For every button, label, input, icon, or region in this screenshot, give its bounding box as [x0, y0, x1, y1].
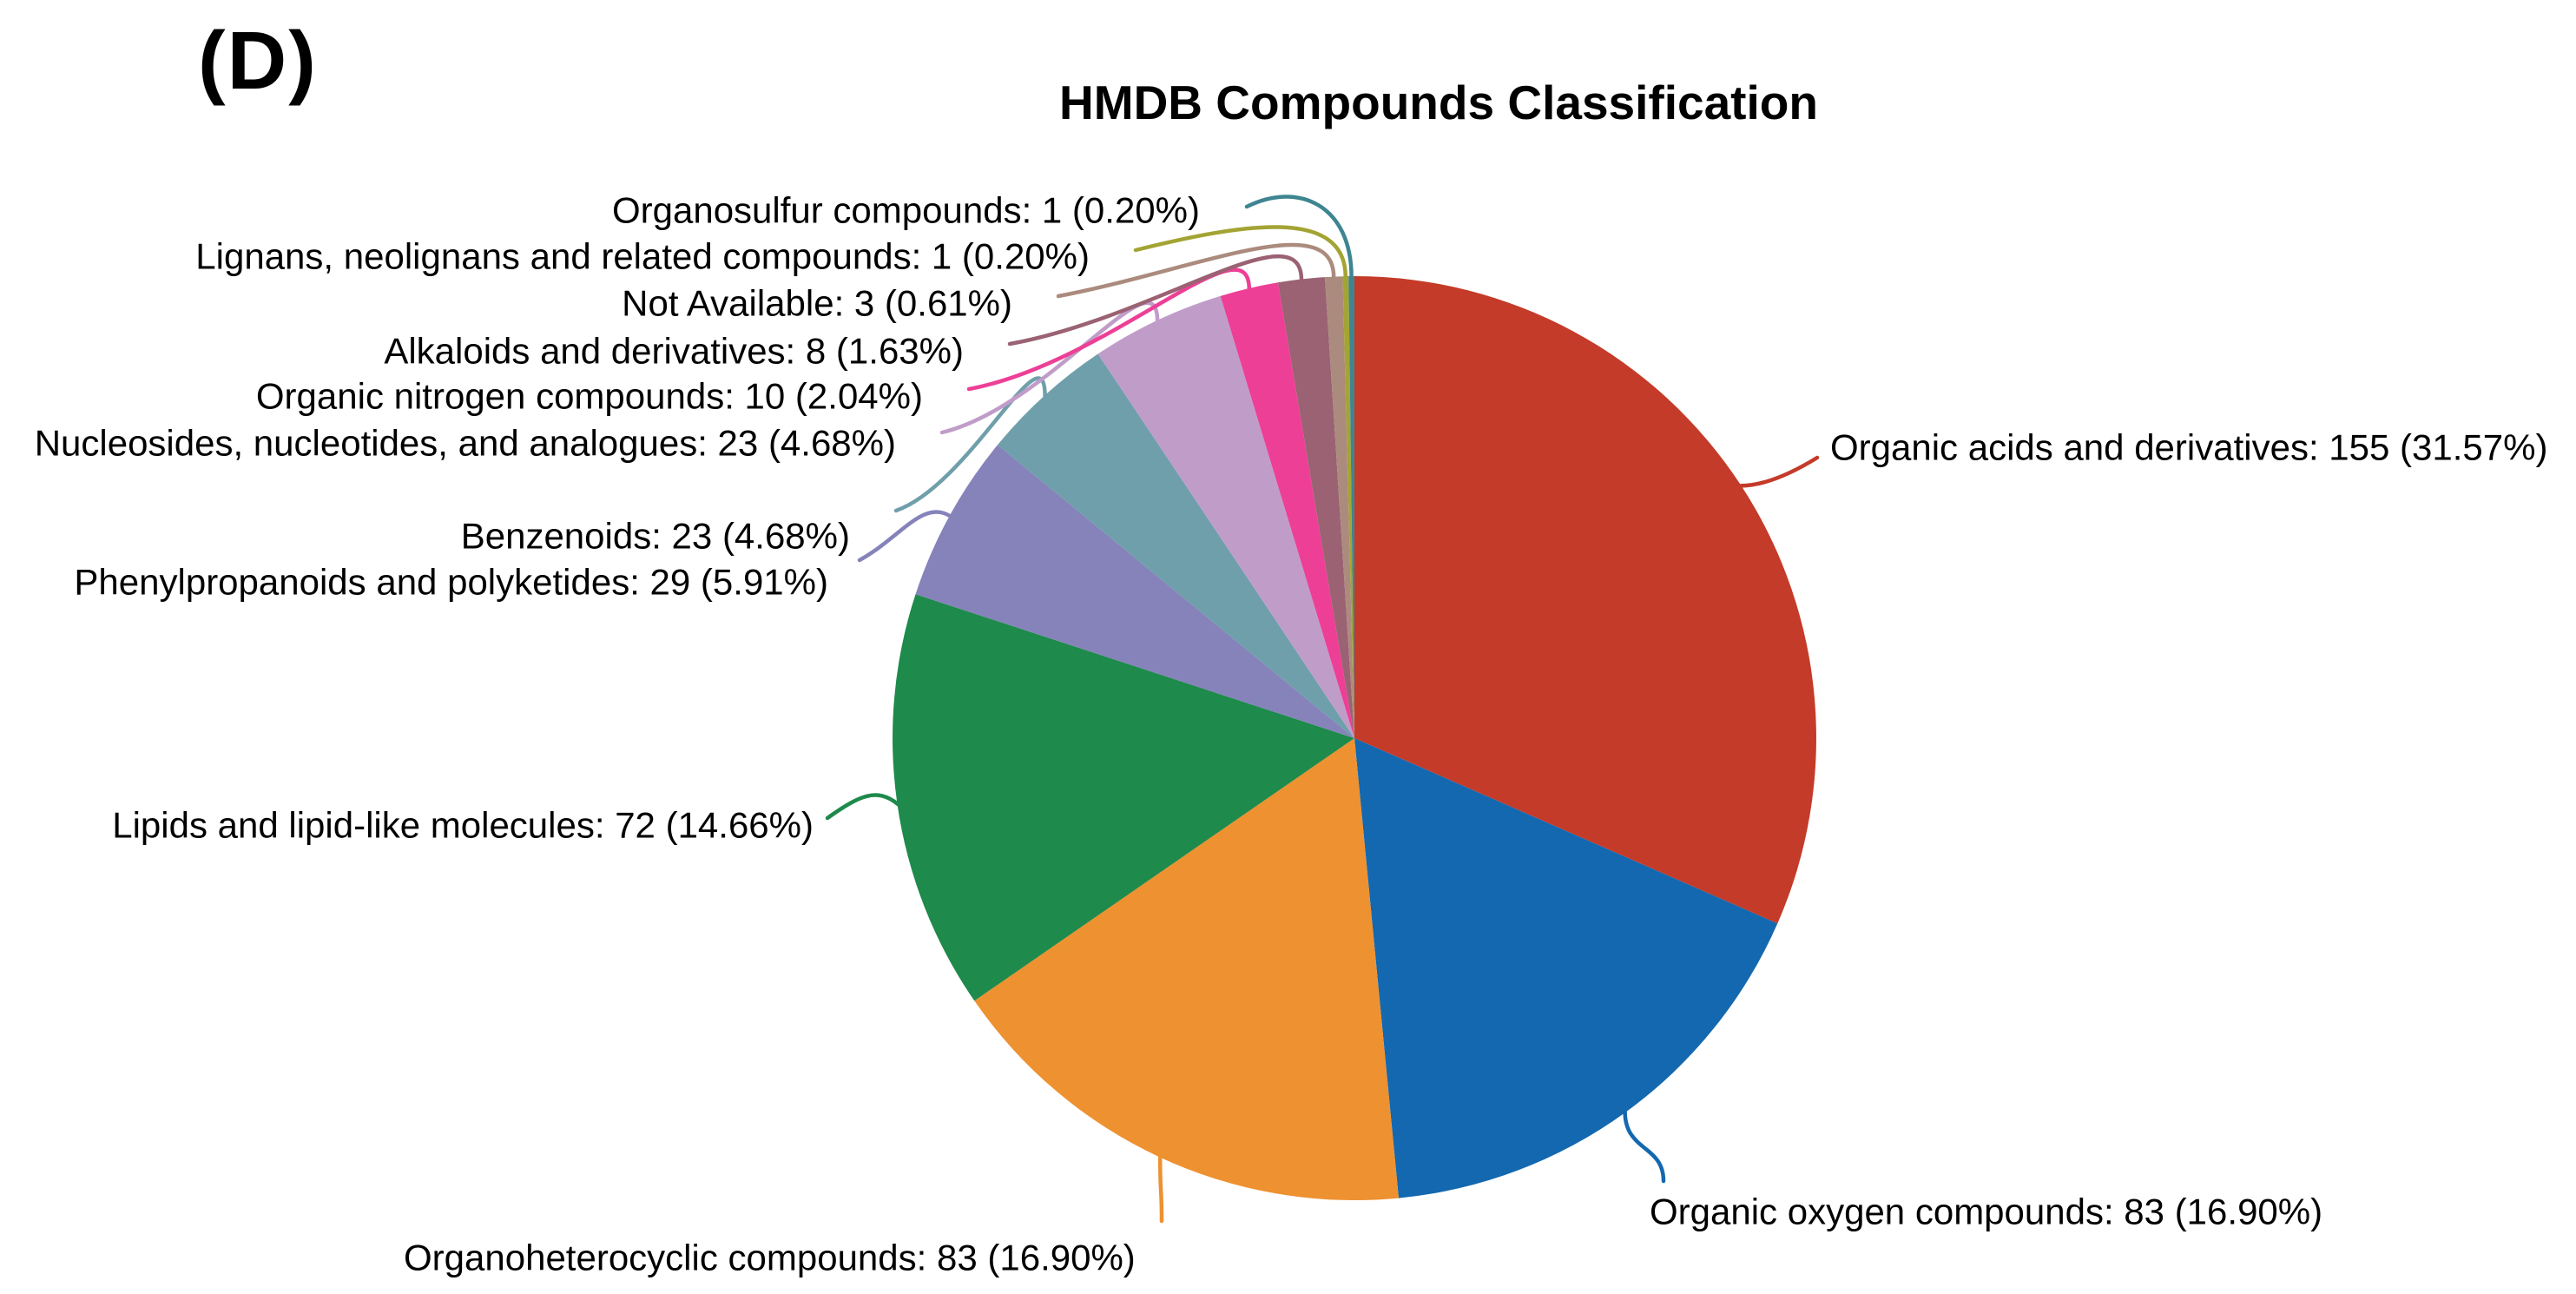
leader-line-1: [1623, 1109, 1666, 1184]
pie-slice-5: [998, 353, 1354, 738]
pie-slice-1: [1354, 738, 1778, 1198]
leader-line-4: [857, 510, 952, 563]
leader-line-11: [1244, 195, 1354, 280]
pie-slice-9: [1325, 276, 1354, 738]
slice-label-0: Organic acids and derivatives: 155 (31.5…: [1830, 427, 2547, 468]
slice-label-8: Alkaloids and derivatives: 8 (1.63%): [384, 331, 964, 372]
pie-slice-8: [1277, 277, 1354, 739]
slice-label-6: Nucleosides, nucleotides, and analogues:…: [35, 423, 896, 464]
pie-slice-7: [1220, 282, 1354, 738]
leader-line-8: [1007, 254, 1304, 347]
slice-label-4: Phenylpropanoids and polyketides: 29 (5.…: [74, 562, 828, 603]
leader-line-3: [825, 793, 900, 821]
leader-line-10: [1133, 225, 1348, 280]
slice-label-9: Not Available: 3 (0.61%): [622, 283, 1012, 324]
leader-line-9: [1056, 242, 1336, 299]
slice-label-10: Lignans, neolignans and related compound…: [195, 236, 1090, 277]
slice-label-3: Lipids and lipid-like molecules: 72 (14.…: [112, 805, 814, 846]
panel-label: (D): [198, 15, 318, 107]
pie-slice-3: [893, 594, 1354, 1001]
leader-line-2: [1157, 1154, 1164, 1224]
pie-slice-0: [1354, 276, 1816, 924]
pie-slice-4: [915, 445, 1354, 738]
slice-label-1: Organic oxygen compounds: 83 (16.90%): [1650, 1192, 2322, 1232]
leader-line-6: [939, 300, 1160, 435]
pie-slice-10: [1342, 276, 1354, 738]
pie-slice-6: [1097, 295, 1354, 738]
pie-slices: [893, 275, 1816, 1201]
chart-title: HMDB Compounds Classification: [1059, 76, 1818, 129]
slice-label-7: Organic nitrogen compounds: 10 (2.04%): [256, 376, 923, 417]
slice-label-5: Benzenoids: 23 (4.68%): [461, 516, 850, 557]
pie-slice-2: [974, 738, 1399, 1201]
slice-labels: Organic acids and derivatives: 155 (31.5…: [35, 190, 2548, 1278]
pie-slice-11: [1348, 275, 1354, 739]
slice-label-2: Organoheterocyclic compounds: 83 (16.90%…: [404, 1238, 1136, 1278]
slice-label-11: Organosulfur compounds: 1 (0.20%): [612, 190, 1200, 231]
leader-line-0: [1738, 455, 1820, 488]
leader-line-7: [966, 267, 1252, 392]
leader-lines: [825, 195, 1820, 1224]
